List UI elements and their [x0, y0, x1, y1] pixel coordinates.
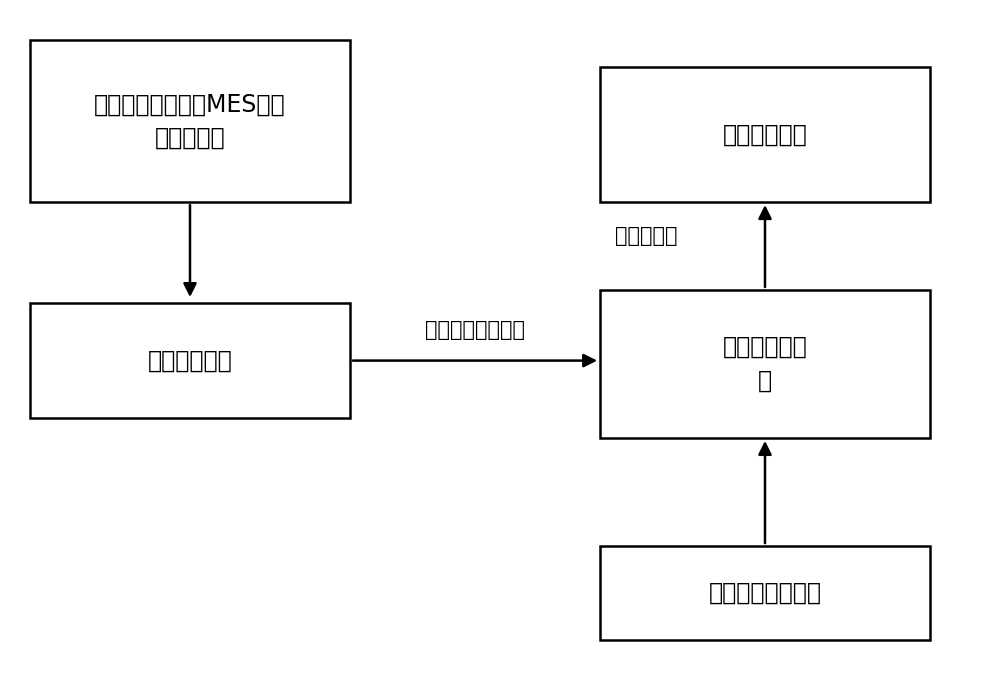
Text: 数据库服务器: 数据库服务器	[148, 348, 232, 373]
FancyBboxPatch shape	[600, 67, 930, 202]
Text: 知识源融合模
型: 知识源融合模 型	[723, 335, 807, 393]
FancyBboxPatch shape	[30, 40, 350, 202]
Text: 套刻预报值: 套刻预报值	[615, 226, 678, 246]
Text: 光刻套刻设备: 光刻套刻设备	[723, 123, 807, 147]
Text: 新到达的晶圆批次: 新到达的晶圆批次	[708, 581, 822, 605]
Text: 套刻指标相关数据: 套刻指标相关数据	[425, 320, 525, 340]
FancyBboxPatch shape	[600, 546, 930, 640]
FancyBboxPatch shape	[600, 290, 930, 438]
FancyBboxPatch shape	[30, 303, 350, 418]
Text: 设备、晶圆批次，MES等信
息采集系统: 设备、晶圆批次，MES等信 息采集系统	[94, 92, 286, 150]
